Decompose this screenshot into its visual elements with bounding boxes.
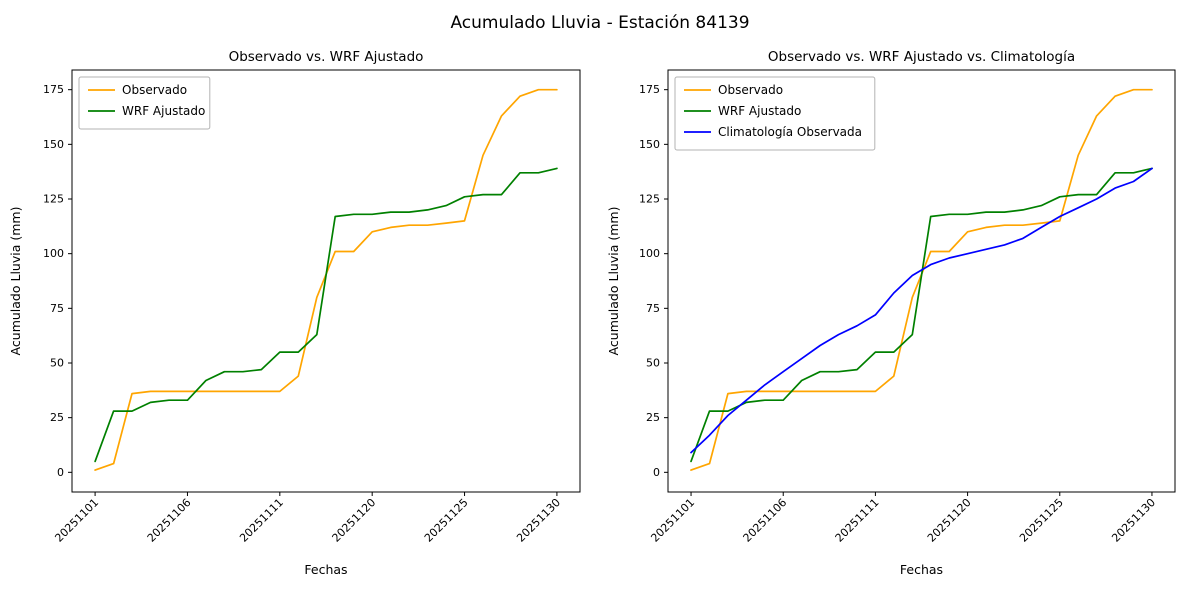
legend-box xyxy=(674,76,876,151)
x-tick-label: 20251101 xyxy=(648,496,697,545)
y-tick-label: 0 xyxy=(653,466,660,479)
x-tick-label: 20251130 xyxy=(514,496,563,545)
x-tick-label: 20251111 xyxy=(833,496,882,545)
subplot-title: Observado vs. WRF Ajustado vs. Climatolo… xyxy=(768,49,1075,65)
legend: Observado WRF Ajustado xyxy=(78,76,211,130)
y-tick-label: 125 xyxy=(639,193,660,206)
x-tick-label: 20251106 xyxy=(145,496,194,545)
x-tick-label: 20251101 xyxy=(52,496,101,545)
legend-label-wrf-ajustado: WRF Ajustado xyxy=(122,104,205,118)
y-tick-label: 75 xyxy=(50,302,64,315)
subplot-title: Observado vs. WRF Ajustado xyxy=(229,49,424,65)
x-tick-label: 20251125 xyxy=(1017,496,1066,545)
series-line-climatologia-observada xyxy=(690,167,1153,454)
legend: Observado WRF Ajustado Climatología Observ… xyxy=(674,76,876,151)
series-line-wrf-ajustado xyxy=(690,167,1153,463)
legend-label-observado: Observado xyxy=(718,83,783,97)
y-axis-ticks: 0 25 50 75 100 125 150 175 xyxy=(639,83,668,479)
x-axis-ticks: 20251101 20251106 20251111 20251120 20251125… xyxy=(648,492,1158,545)
y-axis-label: Acumulado Lluvia (mm) xyxy=(606,207,621,356)
chart-observado-vs-wrf-vs-climatologia: Observado vs. WRF Ajustado vs. Climatolo… xyxy=(606,49,1176,577)
y-tick-label: 0 xyxy=(57,466,64,479)
plot-frame xyxy=(71,69,581,493)
y-axis-ticks: 0 25 50 75 100 125 150 175 xyxy=(43,83,72,479)
x-tick-label: 20251106 xyxy=(741,496,790,545)
y-tick-label: 25 xyxy=(646,411,660,424)
x-tick-label: 20251130 xyxy=(1109,496,1158,545)
y-tick-label: 175 xyxy=(639,83,660,96)
y-tick-label: 150 xyxy=(43,138,64,151)
figure-title: Acumulado Lluvia - Estación 84139 xyxy=(450,13,750,33)
plot-frame xyxy=(667,69,1176,493)
y-axis-label: Acumulado Lluvia (mm) xyxy=(8,207,23,356)
x-tick-label: 20251111 xyxy=(237,496,286,545)
y-tick-label: 100 xyxy=(639,247,660,260)
y-tick-label: 75 xyxy=(646,302,660,315)
x-axis-label: Fechas xyxy=(900,562,943,577)
chart-observado-vs-wrf: Observado vs. WRF Ajustado Acumulado Lluv… xyxy=(8,49,581,577)
y-tick-label: 100 xyxy=(43,247,64,260)
legend-label-observado: Observado xyxy=(122,83,187,97)
x-axis-label: Fechas xyxy=(304,562,347,577)
y-tick-label: 50 xyxy=(646,356,660,369)
x-tick-label: 20251125 xyxy=(422,496,471,545)
series-line-wrf-ajustado xyxy=(94,167,558,463)
x-axis-ticks: 20251101 20251106 20251111 20251120 20251125… xyxy=(52,492,563,545)
charts-row: Observado vs. WRF Ajustado Acumulado Lluv… xyxy=(0,40,1200,600)
y-tick-label: 50 xyxy=(50,356,64,369)
legend-label-climatologia-observada: Climatología Observada xyxy=(718,125,862,139)
y-tick-label: 175 xyxy=(43,83,64,96)
x-tick-label: 20251120 xyxy=(330,496,379,545)
y-tick-label: 25 xyxy=(50,411,64,424)
y-tick-label: 125 xyxy=(43,193,64,206)
y-tick-label: 150 xyxy=(639,138,660,151)
x-tick-label: 20251120 xyxy=(925,496,974,545)
legend-label-wrf-ajustado: WRF Ajustado xyxy=(718,104,801,118)
